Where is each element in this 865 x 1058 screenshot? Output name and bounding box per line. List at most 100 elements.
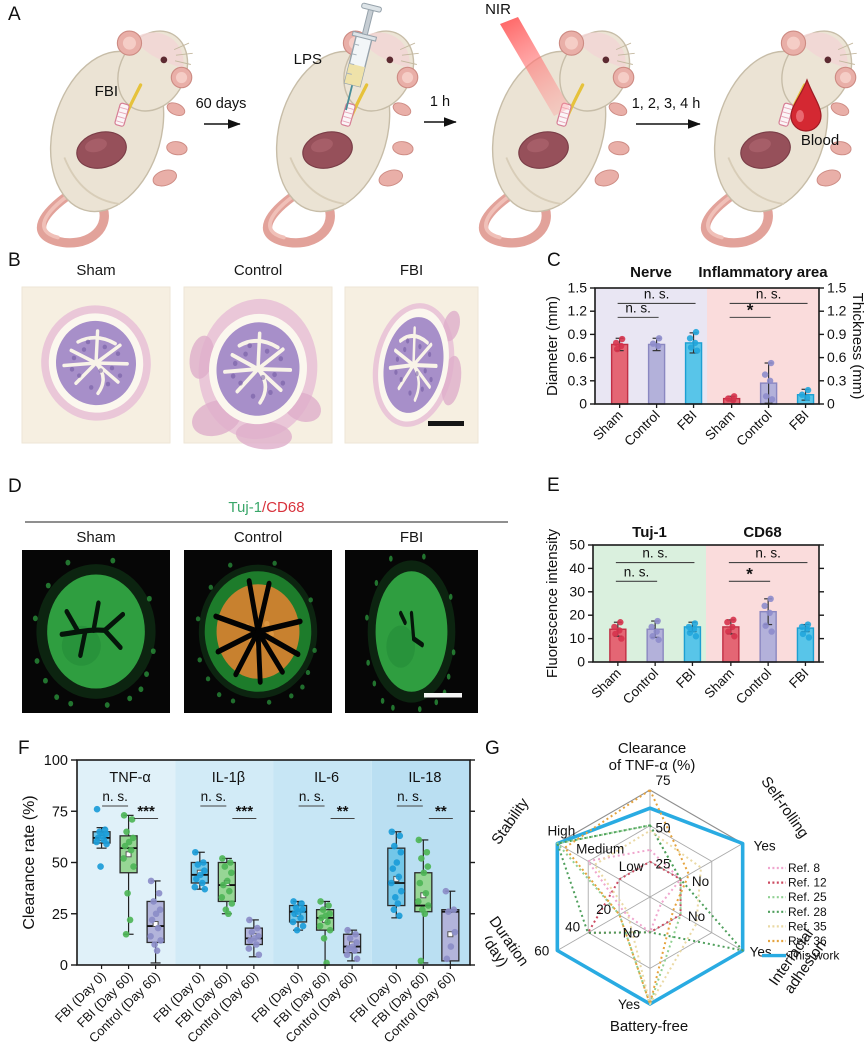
svg-text:Stability: Stability xyxy=(488,795,532,848)
svg-text:75: 75 xyxy=(655,773,670,788)
svg-text:0: 0 xyxy=(60,958,68,974)
svg-text:75: 75 xyxy=(52,804,68,820)
svg-text:Ref. 12: Ref. 12 xyxy=(788,876,827,890)
mouse-illustration-2 xyxy=(259,19,427,243)
panel-d-label: D xyxy=(8,476,22,497)
svg-text:High: High xyxy=(547,824,575,839)
svg-text:0: 0 xyxy=(577,654,585,670)
scale-bar-fluorescence xyxy=(424,693,462,698)
panel-e-label: E xyxy=(547,475,560,496)
tuj1-title-part: Tuj-1 xyxy=(228,499,263,516)
svg-text:Clearance: Clearance xyxy=(618,740,686,757)
svg-text:30: 30 xyxy=(569,583,585,599)
svg-text:***: *** xyxy=(236,803,254,820)
svg-text:Ref. 36: Ref. 36 xyxy=(788,934,827,948)
svg-text:0.6: 0.6 xyxy=(827,349,847,365)
svg-text:Thickness (mm): Thickness (mm) xyxy=(849,293,865,400)
nir-label: NIR xyxy=(485,1,511,18)
svg-text:Sham: Sham xyxy=(588,666,624,702)
svg-text:Sham: Sham xyxy=(701,666,737,702)
nir-laser-beam xyxy=(500,17,570,116)
svg-text:Low: Low xyxy=(619,859,644,874)
svg-text:Tuj-1: Tuj-1 xyxy=(632,524,667,541)
svg-text:IL-18: IL-18 xyxy=(408,770,441,786)
svg-text:IL-6: IL-6 xyxy=(314,770,339,786)
svg-text:FBI: FBI xyxy=(786,408,811,433)
svg-text:n. s.: n. s. xyxy=(644,286,670,301)
svg-text:Control: Control xyxy=(621,408,662,449)
svg-text:50: 50 xyxy=(569,537,585,553)
svg-text:50: 50 xyxy=(52,856,68,872)
radar-axis-title-5: Stability xyxy=(488,795,532,848)
blood-label: Blood xyxy=(801,132,839,149)
svg-text:Ref. 35: Ref. 35 xyxy=(788,919,827,933)
mouse-illustration-4 xyxy=(697,19,865,243)
fluorescence-title-control: Control xyxy=(233,529,283,546)
svg-text:0.6: 0.6 xyxy=(568,349,588,365)
svg-text:n. s.: n. s. xyxy=(102,789,128,804)
mouse-illustration-3 xyxy=(475,19,643,243)
panel-f-label: F xyxy=(18,738,30,759)
svg-text:1.2: 1.2 xyxy=(568,303,588,319)
svg-text:0.3: 0.3 xyxy=(827,372,847,388)
svg-text:of TNF-α (%): of TNF-α (%) xyxy=(609,757,696,774)
svg-text:Medium: Medium xyxy=(576,841,624,856)
svg-text:Inflammatory area: Inflammatory area xyxy=(698,264,828,281)
svg-text:Control: Control xyxy=(620,666,661,707)
svg-text:CD68: CD68 xyxy=(743,524,781,541)
fluorescence-title-sham: Sham xyxy=(76,529,116,546)
svg-text:Sham: Sham xyxy=(590,408,626,444)
arrow-label-1h: 1 h xyxy=(430,94,450,110)
svg-text:**: ** xyxy=(337,803,349,820)
svg-text:n. s.: n. s. xyxy=(642,546,668,561)
panel-g-label: G xyxy=(485,738,500,759)
blood-drop-icon xyxy=(790,78,822,132)
panel-a-label: A xyxy=(8,4,21,25)
svg-text:Clearance rate (%): Clearance rate (%) xyxy=(21,795,38,929)
svg-text:n. s.: n. s. xyxy=(756,286,782,301)
svg-text:n. s.: n. s. xyxy=(755,546,781,561)
fluorescence-image-0 xyxy=(22,550,170,713)
radar-series-ref-35 xyxy=(593,829,702,1005)
syringe-icon xyxy=(343,2,382,111)
arrow-label-timepoints: 1, 2, 3, 4 h xyxy=(632,96,701,112)
svg-text:40: 40 xyxy=(569,560,585,576)
mouse-illustration-1 xyxy=(33,19,201,243)
svg-text:Control: Control xyxy=(733,408,774,449)
svg-text:Ref. 28: Ref. 28 xyxy=(788,905,827,919)
svg-text:n. s.: n. s. xyxy=(397,789,423,804)
svg-text:Self-rolling: Self-rolling xyxy=(757,774,812,842)
svg-text:n. s.: n. s. xyxy=(201,789,227,804)
svg-text:0: 0 xyxy=(579,396,587,412)
svg-text:IL-1β: IL-1β xyxy=(212,770,245,786)
svg-text:0.3: 0.3 xyxy=(568,372,588,388)
svg-text:10: 10 xyxy=(569,630,585,646)
svg-text:TNF-α: TNF-α xyxy=(109,770,150,786)
svg-text:1.5: 1.5 xyxy=(827,280,847,296)
svg-text:1.5: 1.5 xyxy=(568,280,588,296)
svg-text:20: 20 xyxy=(569,607,585,623)
panel-b-label: B xyxy=(8,250,21,271)
svg-text:***: *** xyxy=(137,803,155,820)
svg-text:Ref. 25: Ref. 25 xyxy=(788,890,827,904)
svg-text:25: 25 xyxy=(655,856,670,871)
fbi-device-label: FBI xyxy=(95,83,118,100)
panel-b-histology-images xyxy=(21,286,479,450)
radar-series-ref-28 xyxy=(556,824,744,952)
histology-image-0 xyxy=(21,286,171,444)
panel-c-label: C xyxy=(547,250,561,271)
svg-text:1.2: 1.2 xyxy=(827,303,847,319)
scale-bar-histology xyxy=(428,421,464,426)
svg-text:*: * xyxy=(746,564,753,583)
svg-text:Sham: Sham xyxy=(702,408,738,444)
svg-text:20: 20 xyxy=(596,902,611,917)
histology-title-sham: Sham xyxy=(76,262,116,279)
svg-text:Nerve: Nerve xyxy=(630,264,672,281)
